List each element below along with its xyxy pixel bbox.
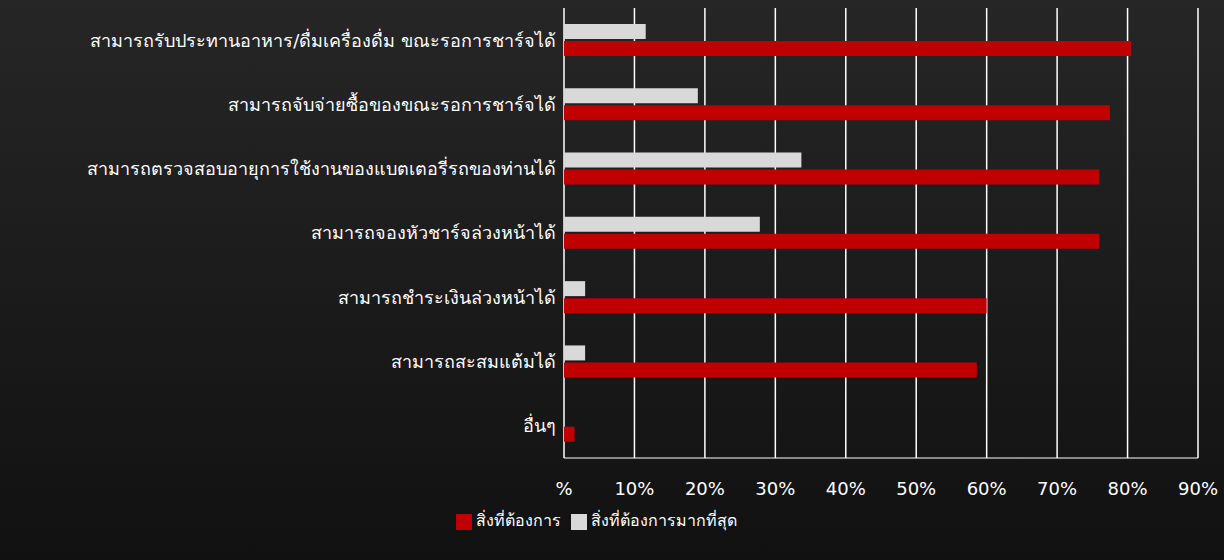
svg-text:10%: 10% bbox=[614, 478, 654, 499]
html-text:สิ่งที่ต้องการมากที่สุด: สิ่งที่ต้องการมากที่สุด bbox=[590, 511, 737, 530]
svg-text:80%: 80% bbox=[1108, 478, 1148, 499]
svg-text:%: % bbox=[555, 478, 572, 499]
svg-text:สามารถชำระเงินล่วงหน้าได้: สามารถชำระเงินล่วงหน้าได้ bbox=[338, 287, 556, 308]
svg-text:สามารถจับจ่ายซื้อของขณะรอการชา: สามารถจับจ่ายซื้อของขณะรอการชาร์จได้ bbox=[228, 92, 556, 115]
svg-text:40%: 40% bbox=[826, 478, 866, 499]
svg-text:30%: 30% bbox=[755, 478, 795, 499]
svg-text:90%: 90% bbox=[1178, 478, 1218, 499]
svg-text:สามารถตรวจสอบอายุการใช้งานของแ: สามารถตรวจสอบอายุการใช้งานของแบตเตอรี่รถ… bbox=[87, 156, 556, 180]
svg-text:20%: 20% bbox=[685, 478, 725, 499]
svg-text:70%: 70% bbox=[1037, 478, 1077, 499]
html-text:สิ่งที่ต้องการ: สิ่งที่ต้องการ bbox=[475, 511, 561, 530]
svg-text:สามารถสะสมแต้มได้: สามารถสะสมแต้มได้ bbox=[391, 351, 556, 372]
svg-text:60%: 60% bbox=[967, 478, 1007, 499]
svg-text:50%: 50% bbox=[896, 478, 936, 499]
svg-text:สามารถรับประทานอาหาร/ดื่มเครื่: สามารถรับประทานอาหาร/ดื่มเครื่องดื่ม ขณะ… bbox=[90, 28, 556, 51]
svg-text:อื่นๆ: อื่นๆ bbox=[523, 413, 556, 436]
svg-text:สามารถจองหัวชาร์จล่วงหน้าได้: สามารถจองหัวชาร์จล่วงหน้าได้ bbox=[311, 222, 556, 243]
